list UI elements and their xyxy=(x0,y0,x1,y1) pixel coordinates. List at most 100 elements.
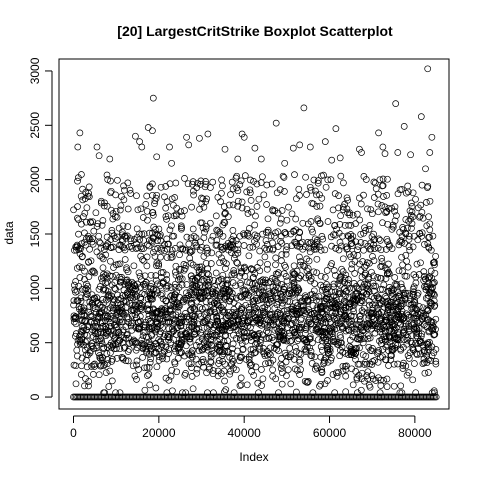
data-point xyxy=(296,253,303,261)
data-point xyxy=(230,267,238,274)
data-point xyxy=(362,358,369,366)
data-point xyxy=(189,304,197,311)
data-point xyxy=(141,328,149,336)
data-point xyxy=(360,304,368,312)
data-point xyxy=(74,143,82,151)
data-point xyxy=(253,203,261,210)
data-point xyxy=(329,300,336,308)
data-point xyxy=(264,260,271,268)
data-point xyxy=(358,296,365,304)
data-point xyxy=(245,308,253,316)
data-point xyxy=(343,362,350,370)
data-point xyxy=(217,346,224,354)
data-point xyxy=(236,272,244,280)
data-point xyxy=(336,352,344,360)
data-point xyxy=(256,259,264,267)
data-point xyxy=(176,343,184,351)
data-point xyxy=(302,346,310,354)
data-point xyxy=(272,254,280,262)
data-point xyxy=(309,339,316,347)
y-tick-label: 500 xyxy=(28,332,42,352)
data-point xyxy=(432,346,440,353)
data-point xyxy=(337,172,345,180)
data-point xyxy=(263,351,271,359)
data-point xyxy=(188,364,195,371)
data-point xyxy=(336,331,344,339)
data-point xyxy=(138,306,146,314)
data-point xyxy=(78,308,85,315)
data-point xyxy=(97,335,105,343)
data-point xyxy=(278,362,286,369)
data-point xyxy=(377,376,384,384)
data-point xyxy=(380,321,387,328)
data-point xyxy=(353,375,361,383)
data-point xyxy=(143,253,151,261)
data-point xyxy=(171,358,178,366)
data-point xyxy=(121,280,129,288)
data-point xyxy=(107,339,115,347)
data-point xyxy=(79,253,86,260)
data-point xyxy=(113,316,121,324)
data-point xyxy=(237,279,244,287)
data-point xyxy=(177,322,185,330)
data-point xyxy=(139,345,147,352)
data-point xyxy=(333,369,340,377)
data-point xyxy=(292,299,299,307)
data-point xyxy=(198,276,206,284)
data-point xyxy=(228,350,236,357)
data-point xyxy=(189,347,196,354)
data-point xyxy=(380,324,388,331)
data-point xyxy=(207,330,214,338)
data-point xyxy=(290,281,298,288)
data-point xyxy=(358,369,366,377)
data-point xyxy=(342,312,349,319)
data-point xyxy=(171,301,179,309)
data-point xyxy=(252,212,259,220)
data-point xyxy=(233,259,240,266)
data-point xyxy=(414,236,422,244)
data-point xyxy=(234,347,241,355)
data-point xyxy=(91,305,99,312)
data-point xyxy=(394,328,402,336)
data-point xyxy=(155,353,163,361)
data-point xyxy=(106,367,114,375)
data-point xyxy=(170,232,178,240)
data-point xyxy=(312,317,319,325)
data-point xyxy=(213,300,221,308)
data-point xyxy=(412,279,420,287)
data-point xyxy=(104,360,111,368)
data-point xyxy=(245,355,253,363)
data-point xyxy=(322,183,330,191)
data-point xyxy=(230,269,238,277)
data-point xyxy=(94,329,101,337)
data-point xyxy=(212,331,220,339)
data-point xyxy=(379,143,387,151)
data-point xyxy=(252,340,259,348)
data-point xyxy=(371,329,379,337)
data-point xyxy=(353,210,361,218)
data-point xyxy=(269,372,277,380)
data-point xyxy=(230,331,237,339)
data-point xyxy=(82,346,89,354)
data-point xyxy=(278,369,286,377)
data-point xyxy=(297,366,304,373)
data-point xyxy=(221,388,228,396)
data-point xyxy=(399,365,407,372)
data-point xyxy=(133,314,140,322)
data-point xyxy=(283,277,291,285)
data-point xyxy=(287,305,295,313)
data-point xyxy=(138,143,146,151)
data-point xyxy=(263,265,271,273)
data-point xyxy=(215,250,223,258)
data-point xyxy=(201,318,208,325)
data-point xyxy=(403,371,411,379)
data-point xyxy=(114,176,121,184)
data-point xyxy=(337,346,344,354)
data-point xyxy=(119,291,127,299)
data-point xyxy=(169,325,176,332)
data-point xyxy=(71,281,78,289)
data-point xyxy=(96,354,104,362)
data-point xyxy=(141,386,149,394)
data-point xyxy=(81,209,89,217)
data-point xyxy=(354,252,362,259)
